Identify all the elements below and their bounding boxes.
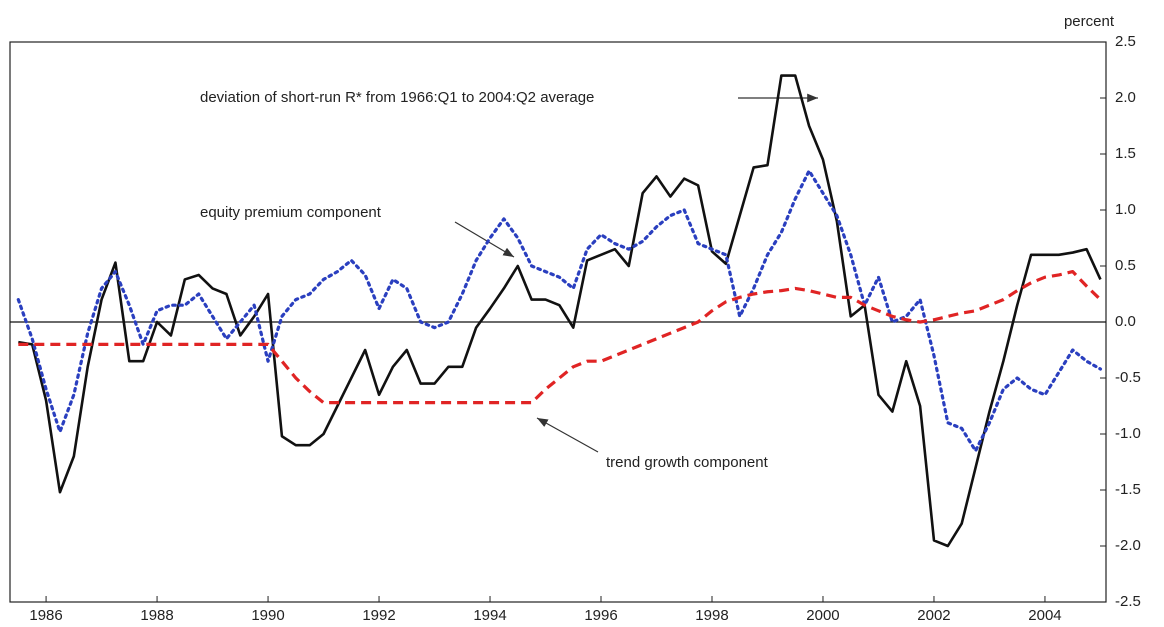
y-tick-label: -2.5 [1115, 593, 1141, 610]
y-tick-label: 2.0 [1115, 89, 1136, 106]
annotation: equity premium component [200, 204, 382, 221]
annotation-arrow [454, 221, 515, 258]
x-tick-label: 1996 [584, 607, 617, 624]
annotation-arrow [536, 417, 599, 453]
y-tick-label: -2.0 [1115, 537, 1141, 554]
x-tick-label: 1986 [29, 607, 62, 624]
x-tick-label: 1994 [473, 607, 506, 624]
x-tick-label: 1998 [695, 607, 728, 624]
y-tick-label: -1.0 [1115, 425, 1141, 442]
y-tick-label: 0.0 [1115, 313, 1136, 330]
x-tick-label: 1990 [251, 607, 284, 624]
x-tick-label: 2004 [1028, 607, 1061, 624]
x-tick-label: 1988 [140, 607, 173, 624]
annotation: deviation of short-run R* from 1966:Q1 t… [200, 89, 594, 106]
annotation: trend growth component [606, 454, 769, 471]
series-line [16, 169, 1103, 453]
series-line [18, 270, 1102, 405]
y-tick-label: 2.5 [1115, 33, 1136, 50]
y-tick-label: 0.5 [1115, 257, 1136, 274]
x-tick-label: 2002 [917, 607, 950, 624]
y-tick-label: -1.5 [1115, 481, 1141, 498]
series-line [18, 74, 1102, 548]
x-tick-label: 1992 [362, 607, 395, 624]
y-tick-label: 1.5 [1115, 145, 1136, 162]
y-axis-label: percent [1064, 13, 1115, 30]
y-tick-label: -0.5 [1115, 369, 1141, 386]
y-tick-label: 1.0 [1115, 201, 1136, 218]
x-tick-label: 2000 [806, 607, 839, 624]
